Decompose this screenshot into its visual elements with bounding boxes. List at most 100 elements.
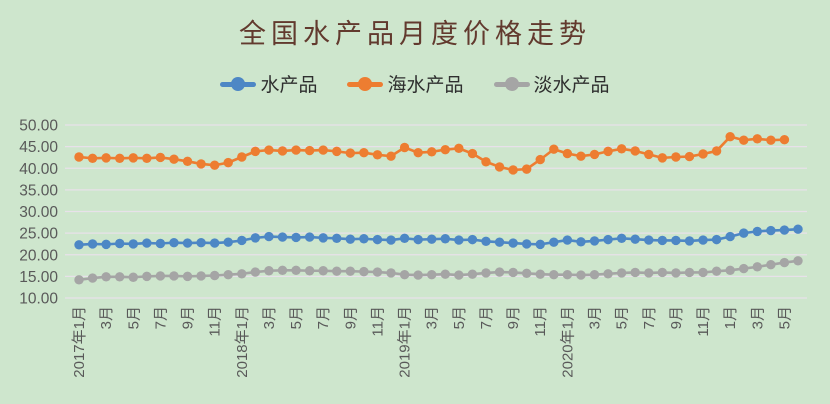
data-point <box>372 150 383 160</box>
data-point <box>345 234 356 244</box>
x-axis-tick-label: 5月 <box>288 306 305 329</box>
data-point <box>223 237 233 247</box>
data-point <box>644 268 654 278</box>
data-point <box>223 269 233 280</box>
data-point <box>128 153 138 163</box>
data-point <box>494 237 505 247</box>
x-axis-tick-label: 5月 <box>125 306 142 329</box>
data-point <box>277 232 288 242</box>
data-point <box>657 235 668 246</box>
data-point <box>494 267 505 277</box>
y-axis-tick-label: 20.00 <box>19 247 58 264</box>
data-point <box>359 234 369 244</box>
data-point <box>508 165 518 175</box>
data-point <box>386 235 396 245</box>
data-point <box>616 233 627 244</box>
data-point <box>155 152 166 163</box>
data-point <box>277 146 288 156</box>
data-point <box>223 157 233 168</box>
x-axis-tick-label: 3月 <box>98 306 115 329</box>
y-axis-tick-label: 45.00 <box>19 139 58 156</box>
data-point <box>589 149 600 160</box>
data-point <box>671 152 681 162</box>
data-point <box>345 266 356 276</box>
data-point <box>399 233 410 244</box>
data-point <box>603 234 613 245</box>
data-point <box>427 269 437 280</box>
data-point <box>630 234 640 244</box>
x-axis-tick-label: 7月 <box>641 306 658 329</box>
data-point <box>386 151 396 161</box>
data-point <box>725 265 735 276</box>
data-point <box>752 226 763 237</box>
data-point <box>155 238 166 249</box>
data-point <box>440 269 450 279</box>
data-point <box>644 235 654 245</box>
data-point <box>535 239 545 250</box>
data-point <box>304 145 315 156</box>
legend-item-freshwater-products: 淡水产品 <box>493 70 610 97</box>
legend-marker-aquatic-icon <box>220 76 257 91</box>
data-point <box>427 147 437 157</box>
x-axis-tick-label: 5月 <box>451 306 468 329</box>
data-point <box>101 239 111 250</box>
x-axis-tick-label: 9月 <box>505 306 522 329</box>
data-point <box>318 145 328 155</box>
data-point <box>332 266 342 276</box>
data-point <box>196 271 206 281</box>
x-axis-tick-label: 2018年1月 <box>234 306 251 378</box>
y-axis-tick-label: 25.00 <box>19 226 58 243</box>
data-point <box>739 228 749 238</box>
data-point <box>779 257 790 268</box>
data-point <box>182 271 193 282</box>
x-axis-tick-label: 5月 <box>614 306 631 329</box>
data-point <box>237 235 247 246</box>
data-point <box>413 234 423 245</box>
x-axis-tick-label: 7月 <box>315 306 332 329</box>
data-point <box>142 271 152 282</box>
data-point <box>467 269 478 279</box>
data-point <box>87 153 98 164</box>
data-point <box>576 270 586 280</box>
y-axis-tick-label: 15.00 <box>19 269 58 286</box>
data-point <box>549 144 559 154</box>
data-point <box>793 256 803 266</box>
data-point <box>698 267 708 278</box>
data-point <box>332 146 342 157</box>
data-point <box>576 237 586 247</box>
legend-item-aquatic-products: 水产品 <box>220 70 317 97</box>
data-point <box>766 225 776 236</box>
data-point <box>304 232 315 242</box>
data-point <box>87 239 98 249</box>
x-axis-tick-label: 3月 <box>424 306 441 329</box>
data-point <box>535 269 545 279</box>
legend-item-seawater-products: 海水产品 <box>347 70 464 97</box>
data-point <box>657 267 668 278</box>
x-axis-tick-label: 11月 <box>695 306 712 337</box>
data-point <box>454 235 464 245</box>
data-point <box>101 153 111 163</box>
data-point <box>372 267 383 277</box>
data-point <box>196 159 206 169</box>
data-point <box>87 273 98 283</box>
data-point <box>562 235 573 245</box>
data-point <box>386 268 396 278</box>
data-point <box>521 164 532 174</box>
x-axis-tick-label: 3月 <box>749 306 766 329</box>
data-point <box>196 237 206 248</box>
data-point <box>399 269 410 280</box>
data-point <box>481 157 491 167</box>
data-point <box>114 153 125 164</box>
data-point <box>250 146 261 157</box>
data-point <box>752 262 763 272</box>
data-point <box>264 145 274 155</box>
x-axis-tick-label: 2020年1月 <box>559 306 576 378</box>
data-point <box>237 269 247 279</box>
data-point <box>698 149 708 159</box>
data-point <box>508 238 518 248</box>
data-point <box>671 235 681 246</box>
data-point <box>74 275 84 285</box>
data-point <box>209 238 220 248</box>
data-point <box>101 272 111 282</box>
data-point <box>399 142 410 153</box>
